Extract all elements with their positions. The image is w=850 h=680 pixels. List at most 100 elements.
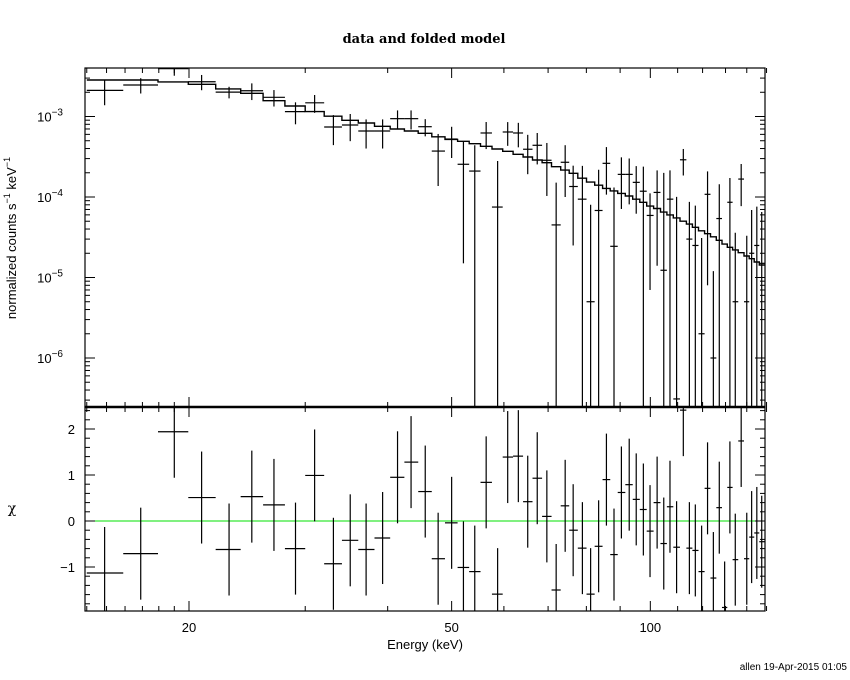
residual-point <box>341 494 359 587</box>
model-step-line <box>86 79 765 266</box>
data-point <box>215 86 241 99</box>
residual-point <box>586 548 595 611</box>
residual-point <box>86 526 124 611</box>
data-point <box>639 166 647 407</box>
data-point <box>759 212 765 407</box>
bottom-y-axis-label: χ <box>8 501 17 517</box>
data-point <box>513 122 524 148</box>
data-point <box>263 90 285 107</box>
data-point <box>532 132 543 165</box>
data-point <box>158 68 189 76</box>
residual-point <box>431 512 445 605</box>
residual-point <box>469 525 481 611</box>
x-tick-label: 50 <box>444 620 458 635</box>
residual-point <box>617 446 626 539</box>
x-axis-label: Energy (keV) <box>387 637 463 652</box>
chi-tick-label: 1 <box>68 468 75 483</box>
residual-point <box>263 458 285 551</box>
data-point <box>660 172 667 407</box>
data-point <box>666 170 674 407</box>
data-point <box>404 110 419 130</box>
residual-point <box>491 548 503 611</box>
residual-point <box>738 407 744 487</box>
residual-point <box>632 453 640 546</box>
data-point <box>457 141 470 264</box>
residual-point <box>625 438 633 531</box>
residual-point <box>732 513 739 606</box>
data-point <box>469 145 481 407</box>
residual-point <box>158 407 189 478</box>
residual-point <box>305 429 325 522</box>
y-tick-exponent: −3 <box>52 108 64 119</box>
top-y-axis-label: normalized counts s−1 keV−1 <box>2 157 19 319</box>
y-tick-label: 10−6 <box>37 349 63 366</box>
data-point <box>653 170 661 266</box>
residual-point <box>502 411 514 504</box>
residual-point <box>743 512 750 605</box>
data-point <box>542 142 552 196</box>
residual-point <box>358 503 375 596</box>
y-tick-label: 10−4 <box>37 188 63 205</box>
data-point <box>594 169 603 407</box>
residual-point <box>284 502 306 595</box>
residual-point <box>716 461 722 554</box>
residual-point <box>754 486 760 579</box>
y-tick-base: 10 <box>37 351 51 366</box>
residual-point <box>240 450 264 543</box>
data-point <box>749 209 755 407</box>
data-point <box>722 412 727 439</box>
residual-point <box>698 525 705 611</box>
ylabel-exp2: −1 <box>2 157 12 167</box>
data-point <box>704 171 711 286</box>
residual-point <box>686 502 693 595</box>
data-point <box>617 157 626 209</box>
residual-point <box>444 476 458 569</box>
residual-point <box>560 459 570 552</box>
data-point <box>610 187 618 407</box>
y-tick-exponent: −6 <box>52 349 64 360</box>
residual-point <box>673 501 680 594</box>
y-tick-exponent: −4 <box>52 188 64 199</box>
data-point <box>679 148 687 176</box>
data-point <box>551 182 561 407</box>
residual-point <box>721 561 728 611</box>
data-point <box>710 271 717 407</box>
residual-point <box>569 484 578 577</box>
data-point <box>431 133 445 186</box>
data-point <box>577 165 587 407</box>
residual-point <box>404 416 419 509</box>
data-point <box>738 164 744 207</box>
data-point <box>341 114 359 142</box>
spectrum-panel <box>86 68 765 439</box>
residual-point <box>418 445 432 538</box>
y-tick-exponent: −5 <box>52 269 64 280</box>
data-point <box>358 119 375 149</box>
data-point <box>324 115 342 146</box>
data-point <box>569 165 578 246</box>
residual-point <box>710 532 717 611</box>
residual-point <box>374 492 391 585</box>
chi-tick-label: 0 <box>68 514 75 529</box>
data-point <box>502 122 514 146</box>
x-tick-label: 100 <box>639 620 661 635</box>
y-tick-base: 10 <box>37 190 51 205</box>
data-point <box>646 193 654 290</box>
residual-point <box>759 495 765 588</box>
residual-point <box>551 544 561 611</box>
data-point <box>743 235 750 407</box>
data-point <box>123 78 159 94</box>
data-point <box>480 122 492 150</box>
residual-point <box>188 451 216 544</box>
residual-panel <box>85 407 765 611</box>
top-frame <box>84 67 766 408</box>
data-point <box>491 161 503 407</box>
residual-point <box>523 455 533 548</box>
chi-tick-label: 2 <box>68 422 75 437</box>
residual-point <box>639 463 647 556</box>
residual-point <box>542 470 552 563</box>
data-point <box>560 145 570 197</box>
data-point <box>586 204 595 407</box>
residual-point <box>390 431 405 524</box>
